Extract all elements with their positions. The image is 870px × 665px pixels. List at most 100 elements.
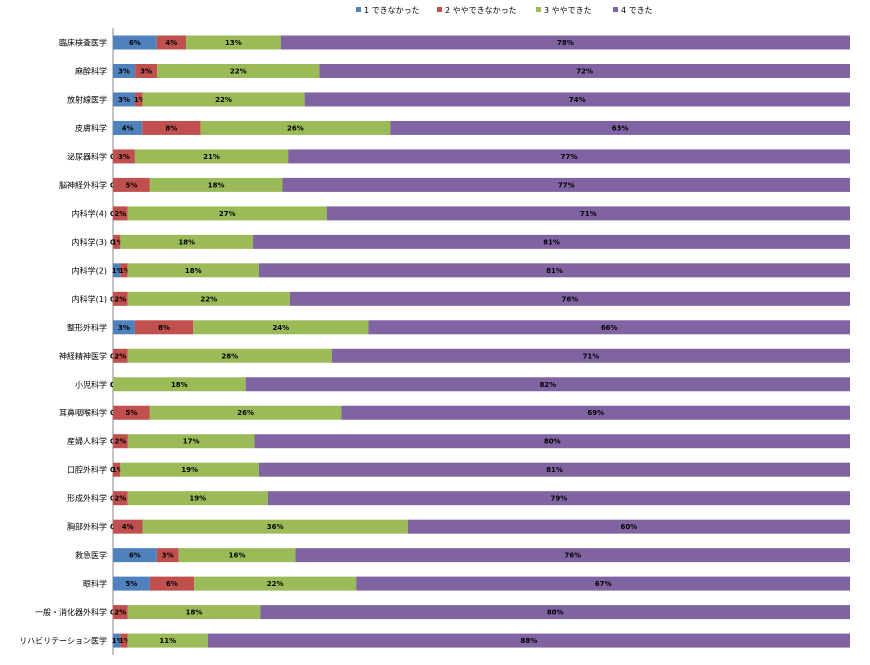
data-label: 63% [612,124,629,132]
data-label: 24% [272,324,289,332]
data-label: 8% [158,324,170,332]
bar-segment-2 [134,320,194,335]
bar-segment-2 [113,348,128,363]
data-label: 19% [189,495,206,503]
data-label: 18% [171,381,188,389]
bar-segment-2 [113,405,150,420]
category-label: 整形外科学 [67,322,107,332]
bar-segment-4 [258,462,851,477]
data-label: 71% [583,352,600,360]
data-label: 6% [166,580,178,588]
bar-row: 0%3%21%77% [110,149,850,164]
bar-row: 0%2%27%71% [110,206,851,221]
bar-segment-2 [156,35,186,50]
data-label: 21% [203,153,220,161]
bar-segment-3 [127,434,255,449]
category-label: リハビリテーション医学 [19,636,107,646]
bar-segment-4 [368,320,850,335]
data-label: 71% [580,210,597,218]
data-label: 4% [165,39,177,47]
data-label: 1% [112,637,124,645]
data-label: 3% [162,552,174,560]
category-label: 泌尿器科学 [67,151,107,161]
legend-swatch-4 [613,7,618,12]
bar-segment-3 [178,548,296,563]
data-label: 26% [237,409,254,417]
bar-segment-3 [127,348,332,363]
category-label: 皮膚科学 [75,123,107,133]
bar-segment-4 [207,633,850,648]
bar-row: 0%5%26%69% [110,405,850,420]
data-label: 2% [114,210,126,218]
category-label: 胸部外科学 [67,522,107,532]
bar-segment-2 [113,177,150,192]
category-label: 放射線医学 [67,94,107,104]
data-label: 2% [114,352,126,360]
data-label: 26% [287,124,304,132]
category-label: 内科学(2) [72,265,107,275]
data-label: 19% [181,466,198,474]
bar-segment-4 [356,576,850,591]
data-label: 66% [601,324,618,332]
bar-segment-4 [289,291,850,306]
data-label: 82% [539,381,556,389]
bar-row: 3% 8% 24% 66% [113,320,850,335]
category-label: 脳神経外科学 [59,180,107,190]
bar-row: 0%2%28%71% [110,348,850,363]
bar-segment-4 [253,234,850,249]
data-label: 27% [219,210,236,218]
bar-segment-2 [135,92,143,107]
data-label: 2% [114,495,126,503]
data-label: 18% [186,609,203,617]
bar-row: 1%1% 11% 88% [112,633,850,648]
legend-swatch-3 [536,7,541,12]
bar-segment-4 [288,149,850,164]
legend-swatch-1 [356,7,361,12]
bar-row: 6% 4% 13% 78% [113,35,851,50]
data-label: 79% [551,495,568,503]
bar-segment-2 [120,633,128,648]
bar-segment-3 [127,605,261,620]
bar-segment-3 [127,491,268,506]
bar-segment-3 [185,35,281,50]
bar-segment-4 [280,35,851,50]
data-label: 88% [521,637,538,645]
data-label: 16% [229,552,246,560]
bar-segment-3 [127,206,327,221]
bar-segment-3 [113,377,246,392]
data-label: 80% [544,438,561,446]
category-label: 一般・消化器外科学 [35,607,107,617]
category-label: 形成外科学 [67,493,107,503]
bar-segment-2 [142,120,201,135]
bar-segment-4 [390,120,850,135]
data-label: 60% [621,523,638,531]
data-label: 18% [208,181,225,189]
legend-label-2: 2 ややできなかった [445,6,517,15]
bar-row: 0%2%17%80% [110,434,850,449]
data-label: 18% [178,238,195,246]
bar-segment-4 [267,491,850,506]
bar-segment-2 [113,434,128,449]
bar-row: 0%2%18%80% [110,605,850,620]
bar-segment-3 [120,462,259,477]
bar-segment-3 [142,92,305,107]
category-label: 口腔外科学 [67,465,107,475]
data-label: 13% [225,39,242,47]
legend-label-4: 4 できた [621,6,653,15]
legend-label-3: 3 ややできた [544,6,592,15]
bar-segment-2 [135,63,158,78]
bar-segment-3 [157,63,320,78]
data-label: 3% [118,324,130,332]
data-label: 81% [546,466,563,474]
data-label: 69% [587,409,604,417]
legend: 1 できなかった 2 ややできなかった 3 ややできた 4 できた [356,6,653,15]
bar-segment-3 [134,149,289,164]
bar-segment-4 [319,63,850,78]
category-label: 産婦人科学 [67,436,107,446]
bar-segment-4 [295,548,850,563]
bar-row: 0%1%19%81% [110,462,851,477]
data-label: 8% [165,124,177,132]
data-label: 1% [119,267,131,275]
